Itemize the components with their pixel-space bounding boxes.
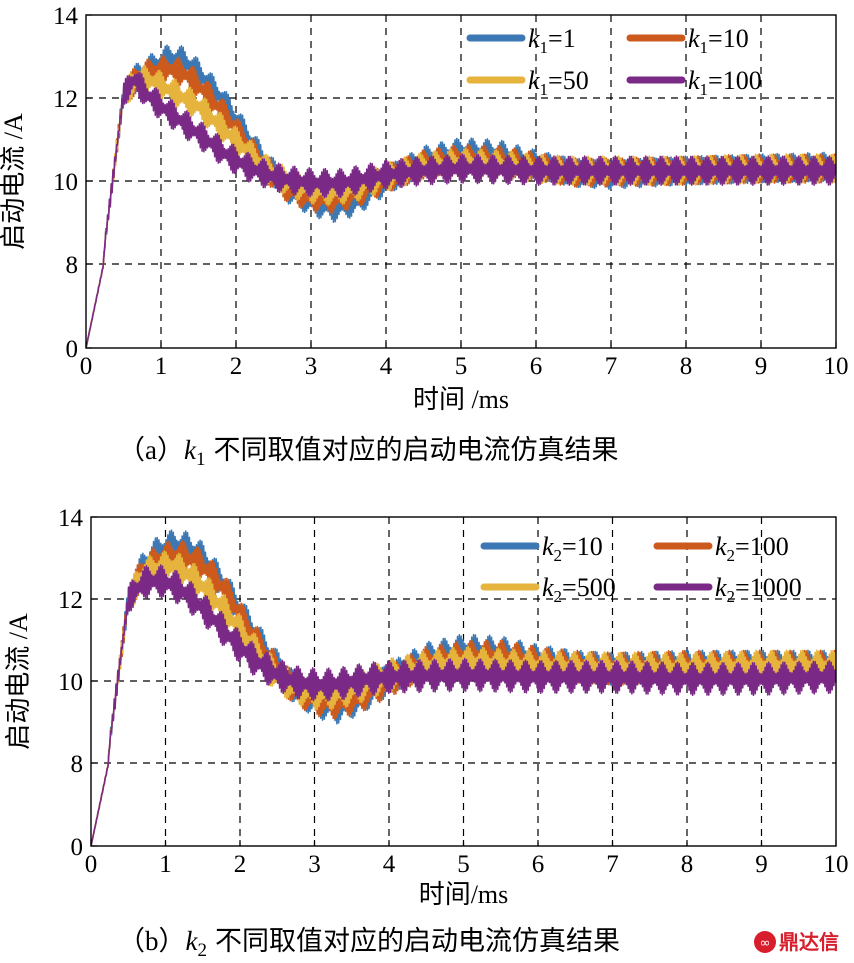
x-tick-label: 7 bbox=[606, 851, 619, 878]
x-tick-label: 4 bbox=[380, 353, 393, 380]
legend-label: k1=100 bbox=[688, 66, 762, 99]
legend: k1=1 k1=10 k1=50 k1=100 bbox=[466, 24, 762, 99]
plot-area bbox=[91, 529, 836, 846]
y-tick-label: 0 bbox=[71, 834, 84, 861]
watermark-icon-glyph: ∞ bbox=[760, 936, 771, 951]
x-tick-label: 10 bbox=[824, 353, 849, 380]
y-tick-label: 14 bbox=[58, 505, 84, 532]
y-tick-label: 8 bbox=[71, 751, 84, 778]
watermark-icon bbox=[754, 931, 776, 953]
x-tick-label: 6 bbox=[530, 353, 543, 380]
x-tick-label: 3 bbox=[308, 851, 321, 878]
y-tick-label: 12 bbox=[58, 587, 83, 614]
y-tick-label: 0 bbox=[66, 336, 79, 363]
watermark-text: 鼎达信 bbox=[779, 930, 839, 954]
x-tick-label: 1 bbox=[159, 851, 172, 878]
y-axis-label: 启动电流 /A bbox=[4, 613, 33, 750]
caption-a: （a）k1 不同取值对应的启动电流仿真结果 bbox=[118, 435, 618, 470]
x-tick-label: 5 bbox=[457, 851, 470, 878]
x-tick-label: 6 bbox=[532, 851, 545, 878]
y-tick-label: 14 bbox=[53, 3, 79, 30]
x-axis-label: 时间/ms bbox=[419, 880, 509, 909]
y-axis-label: 启动电流 /A bbox=[0, 113, 28, 250]
watermark-logo: ∞ 鼎达信 bbox=[754, 930, 839, 954]
x-tick-label: 4 bbox=[383, 851, 396, 878]
x-tick-label: 8 bbox=[680, 353, 693, 380]
legend-label: k2=500 bbox=[542, 573, 616, 606]
x-tick-label: 9 bbox=[755, 851, 768, 878]
series-line-k2=1000 bbox=[91, 564, 836, 846]
y-tick-label: 8 bbox=[66, 252, 79, 279]
x-tick-label: 0 bbox=[80, 353, 93, 380]
x-tick-label: 7 bbox=[605, 353, 618, 380]
y-tick-label: 12 bbox=[53, 86, 78, 113]
legend-label: k2=10 bbox=[542, 532, 603, 565]
y-tick-label: 10 bbox=[58, 669, 83, 696]
x-tick-label: 8 bbox=[681, 851, 694, 878]
x-tick-label: 2 bbox=[230, 353, 243, 380]
series-line-k1=100 bbox=[86, 71, 836, 348]
x-tick-label: 1 bbox=[155, 353, 168, 380]
x-tick-label: 2 bbox=[234, 851, 247, 878]
legend-label: k2=1000 bbox=[715, 573, 802, 606]
plot-area bbox=[86, 44, 836, 348]
legend-label: k1=50 bbox=[528, 66, 589, 99]
y-tick-label: 10 bbox=[53, 169, 78, 196]
legend-label: k1=1 bbox=[528, 24, 576, 57]
x-tick-label: 3 bbox=[305, 353, 318, 380]
x-tick-label: 5 bbox=[455, 353, 468, 380]
caption-b: （b）k2 不同取值对应的启动电流仿真结果 bbox=[118, 926, 620, 961]
legend: k2=10 k2=100 k2=500 k2=1000 bbox=[480, 532, 802, 606]
legend-label: k2=100 bbox=[715, 532, 789, 565]
x-tick-label: 0 bbox=[85, 851, 98, 878]
x-axis-label: 时间 /ms bbox=[413, 385, 509, 414]
legend-label: k1=10 bbox=[688, 24, 749, 57]
x-tick-label: 10 bbox=[824, 851, 849, 878]
x-tick-label: 9 bbox=[755, 353, 768, 380]
